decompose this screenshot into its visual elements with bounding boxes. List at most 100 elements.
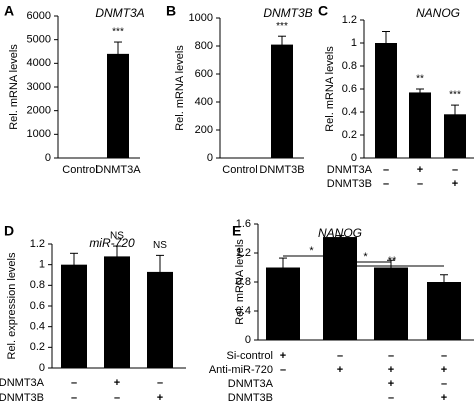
significance-label: *** <box>112 27 124 38</box>
y-tick-label: 0.2 <box>342 129 357 141</box>
bar <box>104 256 130 368</box>
condition-mark: – <box>383 164 389 176</box>
chart-title: miR-720 <box>89 236 135 250</box>
condition-mark: + <box>452 178 458 190</box>
significance-label: *** <box>449 90 461 101</box>
condition-mark: + <box>337 364 343 376</box>
y-axis-label: Rel. mRNA levels <box>174 45 186 131</box>
condition-label: DNMT3B <box>228 392 273 404</box>
y-tick-label: 1 <box>39 259 45 271</box>
y-tick-label: 5000 <box>27 34 51 46</box>
condition-label: DNMT3A <box>327 164 373 176</box>
bar <box>266 267 300 340</box>
y-tick-label: 0.4 <box>236 305 251 317</box>
condition-mark: – <box>452 164 458 176</box>
chart-title: DNMT3A <box>95 6 144 20</box>
condition-mark: – <box>388 350 394 362</box>
condition-mark: + <box>388 364 394 376</box>
comparison-label: * <box>309 245 314 257</box>
bar <box>444 114 466 158</box>
x-tick-label: Control <box>62 164 97 176</box>
y-axis-label: Rel. expression levels <box>6 252 18 359</box>
panel-letter: D <box>4 223 14 239</box>
panel-letter: C <box>318 3 328 19</box>
significance-label: NS <box>153 240 167 251</box>
y-tick-label: 1000 <box>27 128 51 140</box>
condition-mark: – <box>114 392 120 404</box>
condition-label: DNMT3A <box>228 378 274 390</box>
y-tick-label: 4000 <box>27 57 51 69</box>
significance-label: NS <box>110 231 124 242</box>
bar <box>374 267 408 340</box>
condition-mark: + <box>388 378 394 390</box>
y-tick-label: 800 <box>195 40 213 52</box>
y-tick-label: 1.2 <box>236 247 251 259</box>
y-tick-label: 1.6 <box>236 218 251 230</box>
x-tick-label: Control <box>222 164 257 176</box>
condition-label: DNMT3B <box>327 178 372 190</box>
condition-mark: + <box>417 164 423 176</box>
condition-mark: – <box>71 392 77 404</box>
y-tick-label: 0.4 <box>342 106 357 118</box>
condition-mark: – <box>388 392 394 404</box>
y-axis-label: Rel. mRNA levels <box>8 44 20 130</box>
y-tick-label: 0.8 <box>236 276 251 288</box>
y-tick-label: 0.2 <box>30 341 45 353</box>
bar <box>427 282 461 340</box>
x-tick-label: DNMT3A <box>95 164 141 176</box>
chart-title: DNMT3B <box>263 6 312 20</box>
x-tick-label: DNMT3B <box>259 164 304 176</box>
y-tick-label: 0 <box>45 152 51 164</box>
condition-mark: – <box>280 364 286 376</box>
condition-mark: – <box>441 350 447 362</box>
y-tick-label: 0 <box>245 334 251 346</box>
y-tick-label: 600 <box>195 68 213 80</box>
condition-label: Si-control <box>227 350 273 362</box>
bar <box>375 43 397 158</box>
panel-letter: E <box>232 223 241 239</box>
y-tick-label: 1 <box>351 37 357 49</box>
y-tick-label: 0 <box>207 152 213 164</box>
y-tick-label: 200 <box>195 124 213 136</box>
condition-mark: – <box>383 178 389 190</box>
y-tick-label: 1000 <box>189 12 213 24</box>
bar <box>271 44 293 158</box>
condition-mark: – <box>71 377 77 389</box>
condition-mark: + <box>157 392 163 404</box>
y-tick-label: 6000 <box>27 10 51 22</box>
y-axis-label: Rel. mRNA levels <box>234 239 246 325</box>
chart-title: NANOG <box>416 6 460 20</box>
significance-label: ** <box>416 74 424 85</box>
condition-mark: + <box>280 350 286 362</box>
y-tick-label: 400 <box>195 96 213 108</box>
condition-mark: + <box>114 377 120 389</box>
condition-mark: – <box>337 350 343 362</box>
y-tick-label: 0.4 <box>30 321 45 333</box>
y-tick-label: 2000 <box>27 105 51 117</box>
comparison-label: ** <box>388 255 397 267</box>
bar <box>61 264 87 368</box>
bar <box>409 92 431 158</box>
y-tick-label: 0.8 <box>342 60 357 72</box>
condition-label: DNMT3A <box>0 377 45 389</box>
bar <box>107 53 129 158</box>
y-tick-label: 3000 <box>27 81 51 93</box>
condition-mark: – <box>417 178 423 190</box>
y-tick-label: 0 <box>39 362 45 374</box>
y-axis-label: Rel. mRNA levels <box>324 46 336 132</box>
condition-mark: + <box>441 392 447 404</box>
y-tick-label: 1.2 <box>30 238 45 250</box>
panel-letter: A <box>4 3 14 19</box>
y-tick-label: 0.6 <box>30 300 45 312</box>
condition-mark: – <box>441 378 447 390</box>
y-tick-label: 1.2 <box>342 14 357 26</box>
condition-mark: + <box>441 364 447 376</box>
condition-label: Anti-miR-720 <box>209 364 273 376</box>
y-tick-label: 0.8 <box>30 279 45 291</box>
comparison-label: * <box>363 251 368 263</box>
y-tick-label: 0 <box>351 152 357 164</box>
y-tick-label: 0.6 <box>342 83 357 95</box>
condition-label: DNMT3B <box>0 392 44 404</box>
bar <box>323 237 357 340</box>
